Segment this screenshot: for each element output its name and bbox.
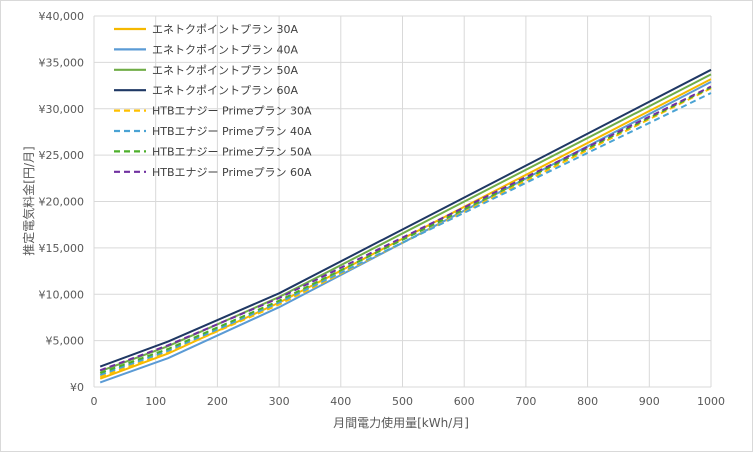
x-tick-label: 700 [515, 395, 536, 408]
series-line-6 [99, 92, 712, 376]
x-tick-label: 400 [330, 395, 351, 408]
x-axis-label: 月間電力使用量[kWh/月] [333, 415, 469, 430]
series-lines [99, 68, 712, 384]
series-line-4 [99, 68, 712, 368]
y-tick-labels: ¥0 ¥5,000 ¥10,000 ¥15,000 ¥20,000 ¥25,000 ¥30,… [39, 10, 85, 394]
legend-label: エネトクポイントプラン 30A [152, 23, 298, 36]
legend-label: HTBエナジー Primeプラン 30A [152, 105, 312, 118]
y-tick-label: ¥15,000 [39, 242, 85, 255]
x-tick-label: 100 [145, 395, 166, 408]
y-tick-label: ¥40,000 [39, 10, 85, 23]
y-tick-label: ¥0 [70, 381, 84, 394]
series-line-3 [99, 73, 712, 373]
y-tick-label: ¥25,000 [39, 149, 85, 162]
x-tick-label: 200 [207, 395, 228, 408]
x-tick-label: 500 [392, 395, 413, 408]
x-tick-label: 800 [577, 395, 598, 408]
y-tick-label: ¥30,000 [39, 103, 85, 116]
y-axis-label: 推定電気料金[円/月] [21, 146, 36, 255]
series-line-7 [99, 86, 712, 375]
legend: エネトクポイントプラン 30A エネトクポイントプラン 40A エネトクポイントプラ… [114, 23, 312, 179]
x-tick-label: 600 [454, 395, 475, 408]
legend-label: エネトクポイントプラン 40A [152, 43, 298, 56]
x-tick-label: 300 [269, 395, 290, 408]
legend-label: HTBエナジー Primeプラン 50A [152, 145, 312, 158]
y-tick-label: ¥35,000 [39, 56, 85, 69]
legend-label: HTBエナジー Primeプラン 40A [152, 125, 312, 138]
y-tick-label: ¥20,000 [39, 196, 85, 209]
x-tick-label: 1000 [697, 395, 725, 408]
legend-label: エネトクポイントプラン 50A [152, 64, 298, 77]
legend-label: エネトクポイントプラン 60A [152, 84, 298, 97]
x-tick-label: 0 [91, 395, 98, 408]
x-tick-labels: 0 100 200 300 400 500 600 700 800 900 1000 [91, 395, 726, 408]
x-tick-label: 900 [639, 395, 660, 408]
series-line-5 [99, 87, 712, 378]
legend-label: HTBエナジー Primeプラン 60A [152, 166, 312, 179]
y-tick-label: ¥10,000 [39, 288, 85, 301]
y-tick-label: ¥5,000 [46, 335, 85, 348]
series-line-8 [99, 85, 712, 372]
grid [93, 15, 712, 388]
